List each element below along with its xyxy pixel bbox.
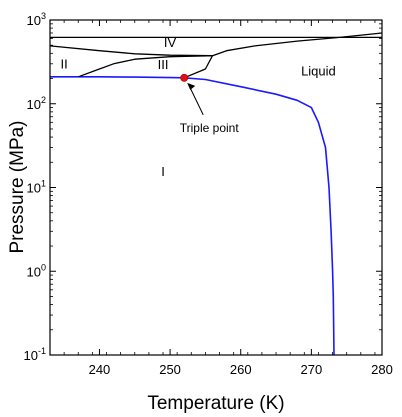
x-tick-label: 280: [371, 362, 393, 377]
x-tick-label: 240: [89, 362, 111, 377]
y-tick-label: 103: [27, 11, 46, 28]
phase-boundary-line-2: [50, 45, 213, 57]
y-tick-label: 100: [27, 262, 46, 279]
region-label-2: III: [158, 57, 169, 72]
y-tick-label: 102: [27, 95, 46, 112]
region-label-0: I: [161, 164, 165, 179]
y-tick-label: 101: [27, 179, 46, 196]
phase-boundary-line-4: [183, 32, 382, 79]
triple-point-label: Triple point: [180, 121, 240, 135]
x-tick-label: 260: [230, 362, 252, 377]
x-tick-label: 270: [301, 362, 323, 377]
y-axis-title: Pressure (MPa): [7, 120, 28, 253]
ticks-layer: 240 250 260 270 280 10-1 100 101 102 103: [24, 11, 393, 377]
triple-point-marker: [180, 73, 189, 82]
phase-boundary-line-3: [78, 55, 213, 78]
triple-point-arrow-head: [187, 82, 196, 90]
region-label-3: IV: [164, 35, 177, 50]
y-tick-label: 10-1: [24, 346, 46, 363]
x-tick-label: 250: [159, 362, 181, 377]
region-label-1: II: [61, 56, 68, 71]
region-label-4: Liquid: [301, 63, 336, 78]
series-group: [50, 32, 382, 355]
x-axis-title: Temperature (K): [147, 393, 284, 414]
phase-boundary-line-0: [50, 76, 335, 355]
